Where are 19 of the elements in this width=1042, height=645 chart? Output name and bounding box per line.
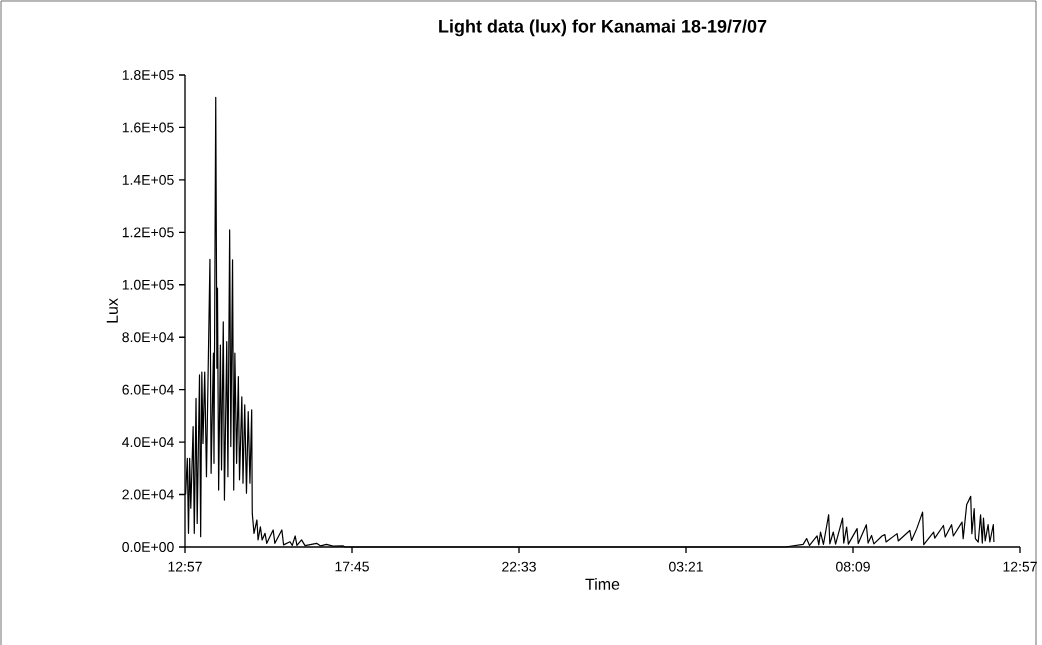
x-tick-label: 17:45: [335, 561, 369, 572]
x-tick-label: 03:21: [669, 561, 703, 572]
y-tick-label: 1.2E+05: [122, 227, 174, 238]
x-axis-title: Time: [585, 578, 620, 590]
y-axis-title: Lux: [106, 298, 118, 323]
x-tick-label: 22:33: [502, 561, 536, 572]
y-tick-label: 8.0E+04: [122, 332, 174, 343]
y-tick-label: 6.0E+04: [122, 384, 174, 395]
y-tick-label: 1.8E+05: [122, 70, 174, 80]
x-tick-label: 12:57: [1003, 561, 1037, 572]
y-tick-label: 4.0E+04: [122, 437, 174, 448]
x-tick-label: 12:57: [168, 561, 202, 572]
y-tick-label: 1.6E+05: [122, 122, 174, 133]
x-tick-label: 08:09: [836, 561, 870, 572]
y-tick-label: 1.4E+05: [122, 174, 174, 185]
y-tick-label: 1.0E+05: [122, 279, 174, 290]
y-tick-label: 2.0E+04: [122, 489, 174, 500]
y-tick-label: 0.0E+00: [122, 542, 174, 552]
chart-title: Light data (lux) for Kanamai 18-19/7/07: [439, 19, 767, 37]
